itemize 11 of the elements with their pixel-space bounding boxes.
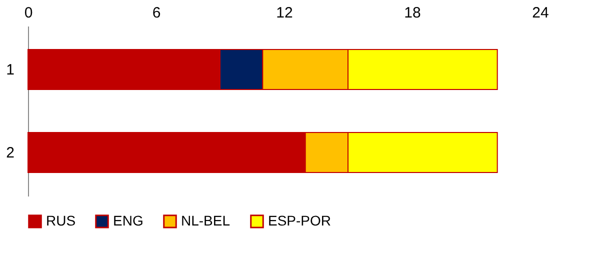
legend-label: RUS bbox=[46, 212, 76, 228]
x-tick-label: 24 bbox=[532, 4, 549, 22]
x-tick-label: 12 bbox=[276, 4, 293, 22]
y-tick-label: 1 bbox=[6, 62, 14, 79]
x-tick-label: 18 bbox=[404, 4, 421, 22]
x-tick-label: 0 bbox=[24, 4, 33, 22]
y-tick-label: 2 bbox=[6, 144, 14, 162]
legend-label: ENG bbox=[113, 212, 144, 228]
legend-label: NL-BEL bbox=[181, 212, 230, 228]
x-tick-label: 6 bbox=[152, 4, 161, 22]
legend-label: ESP-POR bbox=[268, 212, 332, 228]
